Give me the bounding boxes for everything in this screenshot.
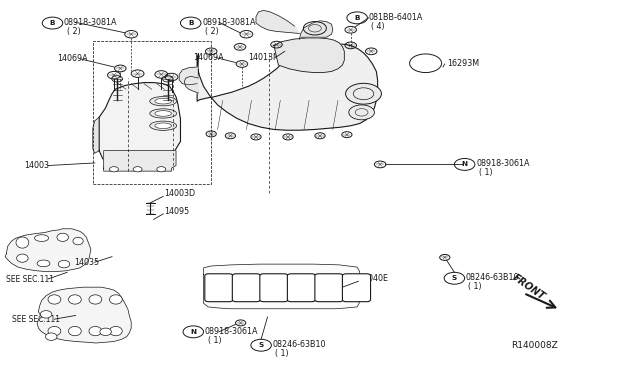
- Text: 081BB-6401A: 081BB-6401A: [369, 13, 423, 22]
- Text: 16293M: 16293M: [447, 59, 479, 68]
- Text: B: B: [50, 20, 55, 26]
- Circle shape: [349, 105, 374, 120]
- Polygon shape: [99, 83, 180, 168]
- Ellipse shape: [48, 295, 61, 304]
- Ellipse shape: [150, 121, 177, 130]
- FancyBboxPatch shape: [205, 274, 233, 302]
- Ellipse shape: [89, 327, 102, 336]
- FancyBboxPatch shape: [260, 274, 288, 302]
- Text: ( 4): ( 4): [371, 22, 385, 31]
- Ellipse shape: [45, 333, 57, 340]
- Polygon shape: [184, 76, 198, 93]
- Text: 14040E: 14040E: [358, 274, 388, 283]
- Text: SEE SEC.111: SEE SEC.111: [12, 315, 60, 324]
- Text: 08918-3061A: 08918-3061A: [205, 327, 259, 336]
- Circle shape: [109, 167, 118, 172]
- FancyBboxPatch shape: [287, 274, 316, 302]
- Text: B: B: [188, 20, 193, 26]
- Polygon shape: [104, 151, 176, 171]
- Text: N: N: [461, 161, 468, 167]
- Text: ( 2): ( 2): [205, 27, 218, 36]
- Text: 14095: 14095: [164, 207, 189, 216]
- Polygon shape: [179, 67, 197, 85]
- Text: SEE SEC.111: SEE SEC.111: [6, 275, 54, 283]
- Ellipse shape: [155, 111, 172, 116]
- Text: FRONT: FRONT: [511, 272, 547, 302]
- Ellipse shape: [73, 237, 83, 245]
- Polygon shape: [93, 117, 99, 153]
- Text: ( 1): ( 1): [479, 168, 492, 177]
- Text: 14069A: 14069A: [58, 54, 88, 63]
- Text: S: S: [452, 275, 457, 281]
- Circle shape: [157, 167, 166, 172]
- Text: 08246-63B10: 08246-63B10: [466, 273, 520, 282]
- Text: R140008Z: R140008Z: [511, 341, 558, 350]
- Ellipse shape: [57, 233, 68, 241]
- Polygon shape: [256, 10, 300, 33]
- Polygon shape: [274, 38, 344, 73]
- Text: 08918-3081A: 08918-3081A: [64, 18, 118, 27]
- Polygon shape: [37, 287, 131, 343]
- Ellipse shape: [89, 295, 102, 304]
- Circle shape: [346, 83, 381, 104]
- Ellipse shape: [109, 327, 122, 336]
- Text: ( 1): ( 1): [468, 282, 482, 291]
- FancyBboxPatch shape: [232, 274, 260, 302]
- Text: ( 1): ( 1): [208, 336, 221, 344]
- Ellipse shape: [35, 235, 49, 241]
- Ellipse shape: [150, 109, 177, 118]
- Text: 08918-3081A: 08918-3081A: [202, 18, 256, 27]
- Text: B: B: [355, 15, 360, 21]
- Text: 14013M: 14013M: [248, 53, 280, 62]
- Ellipse shape: [100, 328, 111, 336]
- Ellipse shape: [37, 260, 50, 267]
- Text: 14003D: 14003D: [164, 189, 195, 198]
- Bar: [93, 41, 211, 184]
- Ellipse shape: [58, 260, 70, 268]
- Text: 08918-3061A: 08918-3061A: [476, 159, 530, 168]
- Ellipse shape: [109, 295, 122, 304]
- FancyBboxPatch shape: [342, 274, 371, 302]
- Polygon shape: [300, 21, 333, 39]
- Ellipse shape: [155, 123, 172, 128]
- Text: 14069A: 14069A: [193, 53, 224, 62]
- Ellipse shape: [155, 98, 172, 104]
- Ellipse shape: [16, 237, 29, 248]
- Text: S: S: [259, 342, 264, 348]
- Ellipse shape: [40, 311, 52, 318]
- Ellipse shape: [68, 327, 81, 336]
- Text: ( 1): ( 1): [275, 349, 289, 358]
- Ellipse shape: [150, 97, 177, 106]
- Text: 08246-63B10: 08246-63B10: [273, 340, 326, 349]
- Circle shape: [133, 167, 142, 172]
- Text: N: N: [190, 329, 196, 335]
- Polygon shape: [5, 229, 91, 272]
- Polygon shape: [204, 264, 360, 309]
- Text: 14003: 14003: [24, 161, 49, 170]
- FancyBboxPatch shape: [315, 274, 343, 302]
- Text: 14035: 14035: [74, 258, 99, 267]
- Ellipse shape: [68, 295, 81, 304]
- Text: ( 2): ( 2): [67, 27, 81, 36]
- Ellipse shape: [17, 254, 28, 262]
- Polygon shape: [197, 44, 378, 130]
- Ellipse shape: [48, 327, 61, 336]
